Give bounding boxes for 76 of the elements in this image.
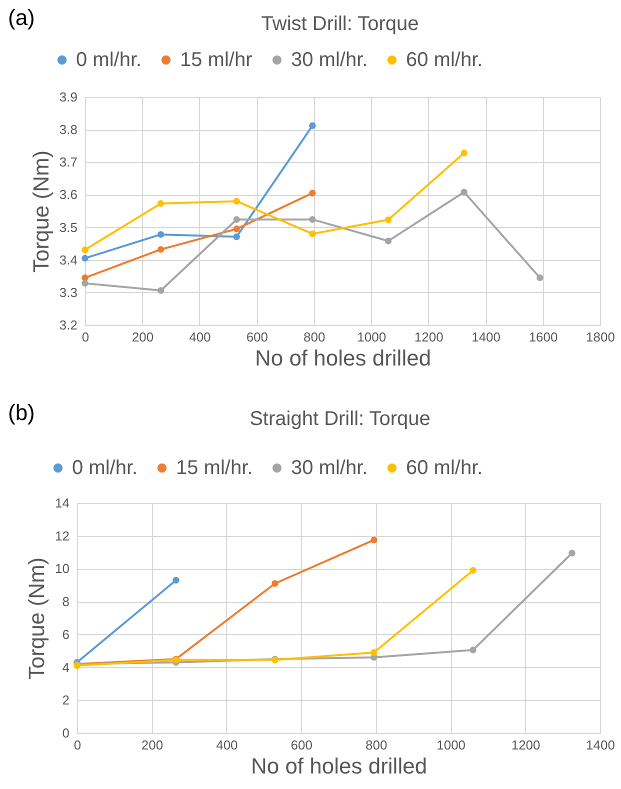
y-tick-label: 0 bbox=[62, 726, 70, 740]
legend-label: 60 ml/hr. bbox=[406, 457, 483, 479]
x-tick-label: 1200 bbox=[511, 738, 540, 752]
x-tick-label: 800 bbox=[304, 330, 326, 344]
x-tick-label: 200 bbox=[132, 330, 154, 344]
point bbox=[470, 646, 476, 654]
x-tick-label: 600 bbox=[246, 330, 268, 344]
chart-title: Straight Drill: Torque bbox=[250, 408, 430, 430]
text: (a) bbox=[8, 5, 35, 30]
x-tick-label: 1400 bbox=[472, 330, 501, 344]
point bbox=[384, 238, 392, 244]
x-tick-label: 1200 bbox=[414, 330, 444, 344]
y-tick-label: 3.3 bbox=[59, 284, 78, 300]
y-tick-label: 3.9 bbox=[59, 90, 78, 104]
x-tick-label: 800 bbox=[366, 738, 388, 752]
point bbox=[536, 274, 544, 282]
y-tick-label: 8 bbox=[62, 594, 70, 610]
point bbox=[172, 576, 180, 584]
point bbox=[309, 190, 316, 196]
y-tick-label: 12 bbox=[55, 528, 70, 544]
point bbox=[470, 567, 476, 574]
x-tick-label: 400 bbox=[216, 738, 238, 752]
point bbox=[384, 216, 392, 224]
point bbox=[370, 649, 378, 656]
y-tick-label: 3.7 bbox=[59, 154, 78, 170]
point bbox=[233, 226, 240, 232]
point bbox=[233, 216, 240, 223]
chart-title: Twist Drill: Torque bbox=[261, 13, 419, 35]
y-tick-label: 3.6 bbox=[59, 187, 78, 202]
point bbox=[272, 580, 278, 587]
x-axis-title: No of holes drilled bbox=[250, 754, 428, 778]
y-tick-label: 6 bbox=[62, 626, 70, 642]
point bbox=[82, 280, 88, 287]
legend-label: 0 ml/hr. bbox=[76, 49, 142, 71]
point bbox=[460, 188, 468, 196]
point bbox=[568, 550, 576, 556]
point bbox=[309, 216, 316, 223]
legend-label: 15 ml/hr. bbox=[176, 457, 253, 479]
legend-label: 30 ml/hr. bbox=[291, 457, 368, 479]
point bbox=[233, 233, 240, 240]
x-tick-label: 1400 bbox=[586, 738, 615, 752]
point bbox=[82, 254, 88, 262]
point bbox=[309, 122, 316, 130]
y-tick-label: 14 bbox=[55, 496, 70, 510]
y-tick-label: 3.8 bbox=[59, 122, 78, 138]
x-tick-label: 0 bbox=[82, 330, 90, 344]
y-tick-label: 3.4 bbox=[59, 252, 78, 268]
legend-label: 30 ml/hr. bbox=[291, 49, 368, 71]
x-tick-label: 1000 bbox=[436, 738, 466, 752]
point bbox=[157, 287, 164, 294]
legend-label: 15 ml/hr bbox=[180, 49, 253, 71]
x-tick-label: 1000 bbox=[357, 330, 386, 344]
legend-label: 60 ml/hr. bbox=[406, 49, 483, 71]
point bbox=[233, 198, 240, 205]
y-tick-label: 3.5 bbox=[59, 220, 78, 235]
x-axis-title: No of holes drilled bbox=[254, 346, 432, 370]
y-tick-label: 3.2 bbox=[59, 318, 78, 332]
point bbox=[157, 200, 164, 207]
point bbox=[157, 246, 164, 253]
y-axis-title: Torque (Nm) bbox=[28, 150, 54, 273]
y-tick-label: 10 bbox=[55, 561, 70, 576]
y-axis-title: Torque (Nm) bbox=[24, 557, 50, 680]
point bbox=[460, 150, 468, 156]
legend-label: 0 ml/hr. bbox=[72, 457, 138, 479]
point bbox=[82, 246, 88, 254]
x-tick-label: 200 bbox=[141, 738, 164, 752]
point bbox=[309, 230, 316, 238]
y-tick-label: 4 bbox=[62, 660, 70, 675]
point bbox=[370, 536, 378, 544]
x-tick-label: 600 bbox=[290, 738, 312, 752]
x-tick-label: 1800 bbox=[586, 330, 615, 344]
point bbox=[157, 231, 164, 238]
y-tick-label: 2 bbox=[62, 692, 70, 708]
x-tick-label: 400 bbox=[189, 330, 211, 344]
x-tick-label: 1600 bbox=[528, 330, 558, 344]
text: (b) bbox=[8, 400, 35, 425]
